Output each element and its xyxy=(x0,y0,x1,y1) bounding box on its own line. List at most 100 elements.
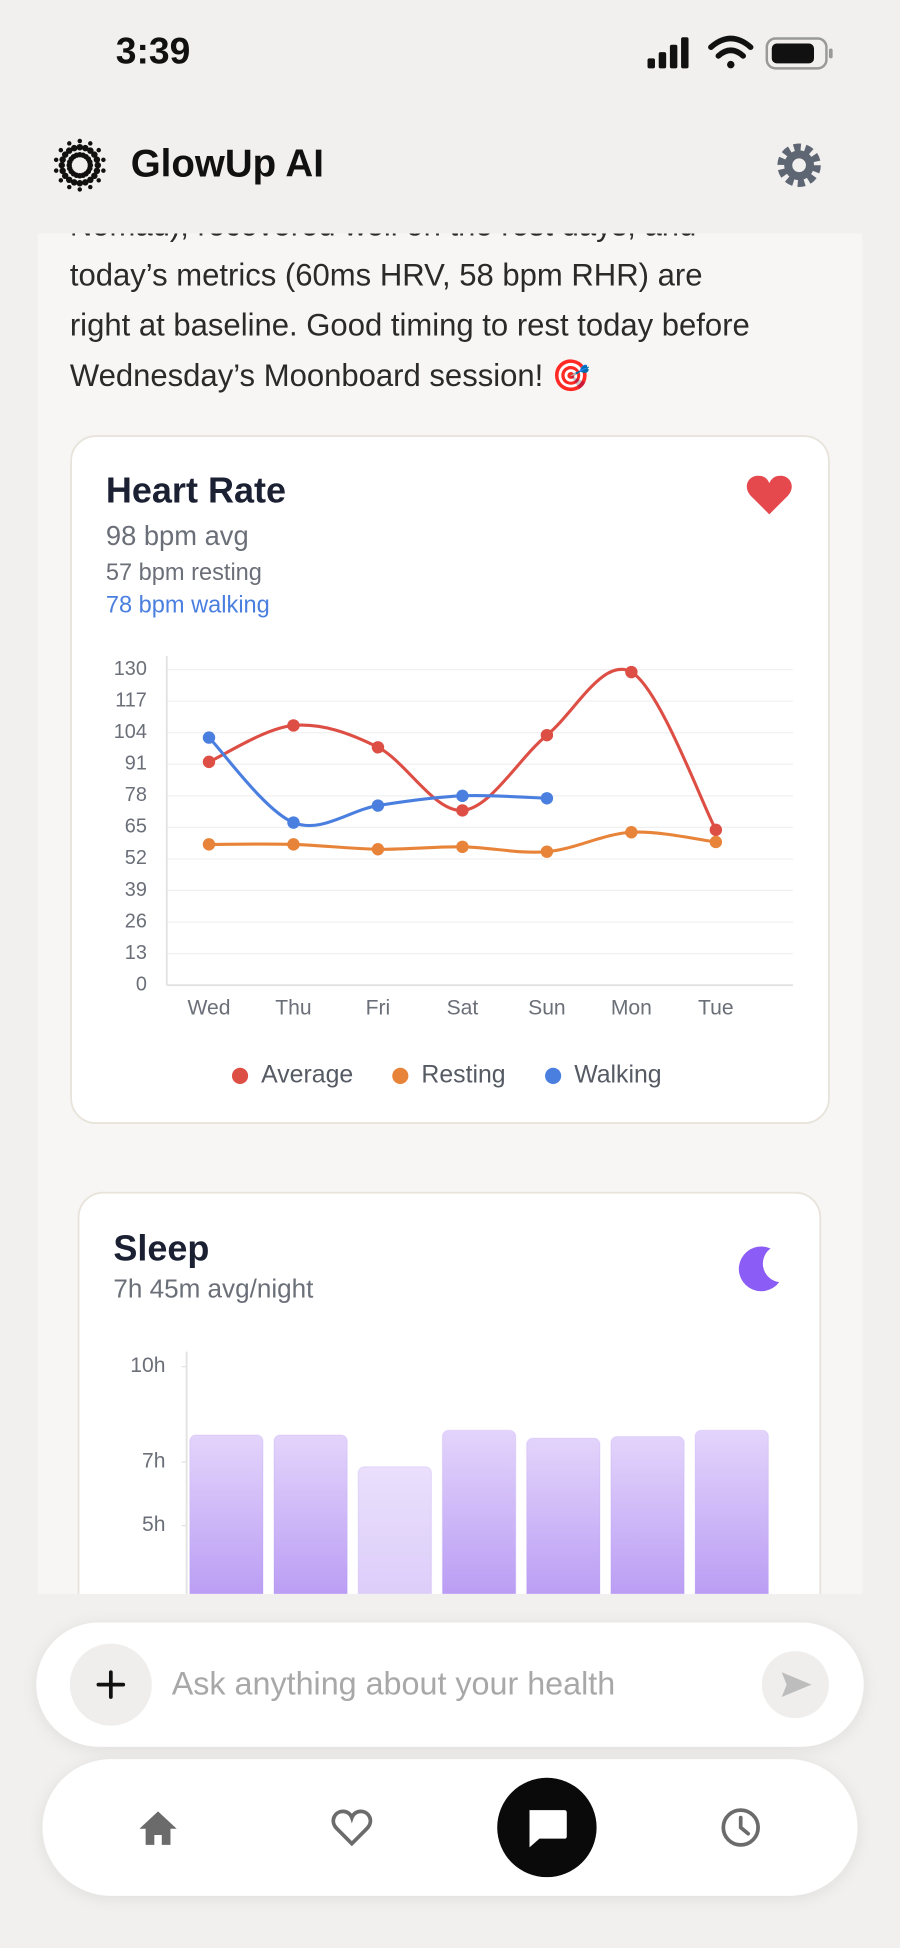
logo-dot xyxy=(87,159,93,165)
y-tick-label: 65 xyxy=(125,816,147,838)
logo-dot xyxy=(58,147,64,153)
y-tick-label: 7h xyxy=(142,1450,165,1473)
logo-dot xyxy=(93,167,101,175)
logo-dot xyxy=(88,184,93,190)
legend-label: Walking xyxy=(574,1061,661,1088)
logo-dot xyxy=(94,162,102,169)
logo-dot xyxy=(101,157,106,163)
logo-dot xyxy=(59,156,66,163)
data-point xyxy=(287,838,300,851)
data-point xyxy=(202,755,216,769)
x-tick-label: Thu xyxy=(275,996,311,1019)
wifi-icon xyxy=(708,35,754,69)
logo-dot xyxy=(76,143,84,151)
message-input[interactable]: Ask anything about your health xyxy=(172,1665,615,1701)
data-point xyxy=(456,789,469,803)
logo-dot xyxy=(61,172,69,180)
x-tick-label: Tue xyxy=(698,996,734,1019)
x-tick-label: Fri xyxy=(366,996,391,1019)
data-point xyxy=(287,816,300,829)
settings-button[interactable] xyxy=(777,143,821,187)
y-tick-label: 104 xyxy=(114,721,147,743)
logo-dot xyxy=(91,151,98,158)
data-point xyxy=(456,840,469,854)
bar xyxy=(526,1437,601,1594)
message-line: right at baseline. Good timing to rest t… xyxy=(70,308,750,343)
y-tick-label: 117 xyxy=(115,689,147,711)
logo-dot xyxy=(77,138,83,144)
add-button[interactable] xyxy=(69,1643,152,1726)
logo-dot xyxy=(70,179,78,186)
y-tick-label: 91 xyxy=(125,753,147,775)
legend-marker xyxy=(545,1067,562,1084)
card-detail: 57 bpm resting xyxy=(106,560,262,586)
logo-dot xyxy=(88,141,93,146)
data-point xyxy=(371,741,385,754)
legend-marker xyxy=(392,1067,409,1084)
y-tick-label: 130 xyxy=(114,658,147,680)
bar xyxy=(273,1434,348,1594)
bar xyxy=(694,1429,770,1594)
data-point xyxy=(371,799,385,812)
logo-dot xyxy=(82,144,89,152)
status-time: 3:39 xyxy=(116,29,191,71)
logo-dot xyxy=(96,178,101,183)
legend-label: Average xyxy=(261,1061,353,1088)
legend-label: Resting xyxy=(421,1061,505,1088)
history-tab[interactable] xyxy=(721,1808,760,1847)
message-line: today’s metrics (60ms HRV, 58 bpm RHR) a… xyxy=(70,258,703,293)
moon-icon xyxy=(738,1246,780,1292)
x-tick-label: Sun xyxy=(528,996,566,1019)
battery-icon xyxy=(765,37,833,70)
legend-marker xyxy=(231,1067,249,1084)
data-point xyxy=(287,719,300,732)
logo-dot xyxy=(87,147,94,154)
message-line: Wednesday’s Moonboard session! 🎯 xyxy=(70,358,591,393)
bar xyxy=(610,1435,685,1594)
chat-tab[interactable] xyxy=(497,1777,597,1878)
y-tick-label: 39 xyxy=(125,879,147,901)
data-point xyxy=(456,804,469,817)
card-subtitle: 7h 45m avg/night xyxy=(113,1274,314,1304)
data-point xyxy=(202,731,216,744)
logo-dot xyxy=(76,180,84,187)
home-tab[interactable] xyxy=(139,1811,177,1845)
logo-dot xyxy=(82,179,89,186)
data-point xyxy=(540,792,554,805)
heart-rate-chart: 0 13 26 39 52 65 78 91 104 117 130 Wed Thu Fri Sat Sun M… xyxy=(114,655,793,1088)
logo-dot xyxy=(61,151,69,158)
send-button[interactable] xyxy=(761,1651,829,1719)
card-title: Heart Rate xyxy=(106,470,286,511)
logo-dot xyxy=(77,187,83,192)
data-point xyxy=(709,835,723,849)
y-tick-label: 26 xyxy=(125,910,147,932)
logo-dot xyxy=(93,156,101,163)
y-tick-label: 13 xyxy=(125,942,147,964)
heart-icon xyxy=(746,475,792,515)
app-logo xyxy=(53,138,106,192)
x-tick-label: Wed xyxy=(187,996,230,1019)
composer xyxy=(36,1622,864,1747)
logo-dot xyxy=(53,157,59,163)
logo-dot xyxy=(96,147,101,153)
logo-dot xyxy=(58,178,64,183)
logo-dot xyxy=(91,172,98,180)
x-tick-label: Sat xyxy=(447,996,479,1019)
card-title: Sleep xyxy=(113,1228,209,1269)
signal-icon xyxy=(647,37,689,69)
sleep-chart: 5h 7h 10h xyxy=(130,1351,770,1594)
y-tick-label: 10h xyxy=(130,1354,165,1377)
bar xyxy=(441,1429,517,1594)
health-tab[interactable] xyxy=(331,1809,373,1847)
data-point xyxy=(625,665,638,679)
logo-dot xyxy=(65,147,73,154)
logo-dot xyxy=(70,144,78,152)
logo-dot xyxy=(58,162,65,169)
app-title: GlowUp AI xyxy=(131,143,324,186)
logo-dot xyxy=(101,168,106,173)
heart-rate-card xyxy=(70,435,830,1125)
tab-bar xyxy=(42,1759,858,1896)
logo-dot xyxy=(87,176,94,184)
logo-dot xyxy=(53,168,59,173)
